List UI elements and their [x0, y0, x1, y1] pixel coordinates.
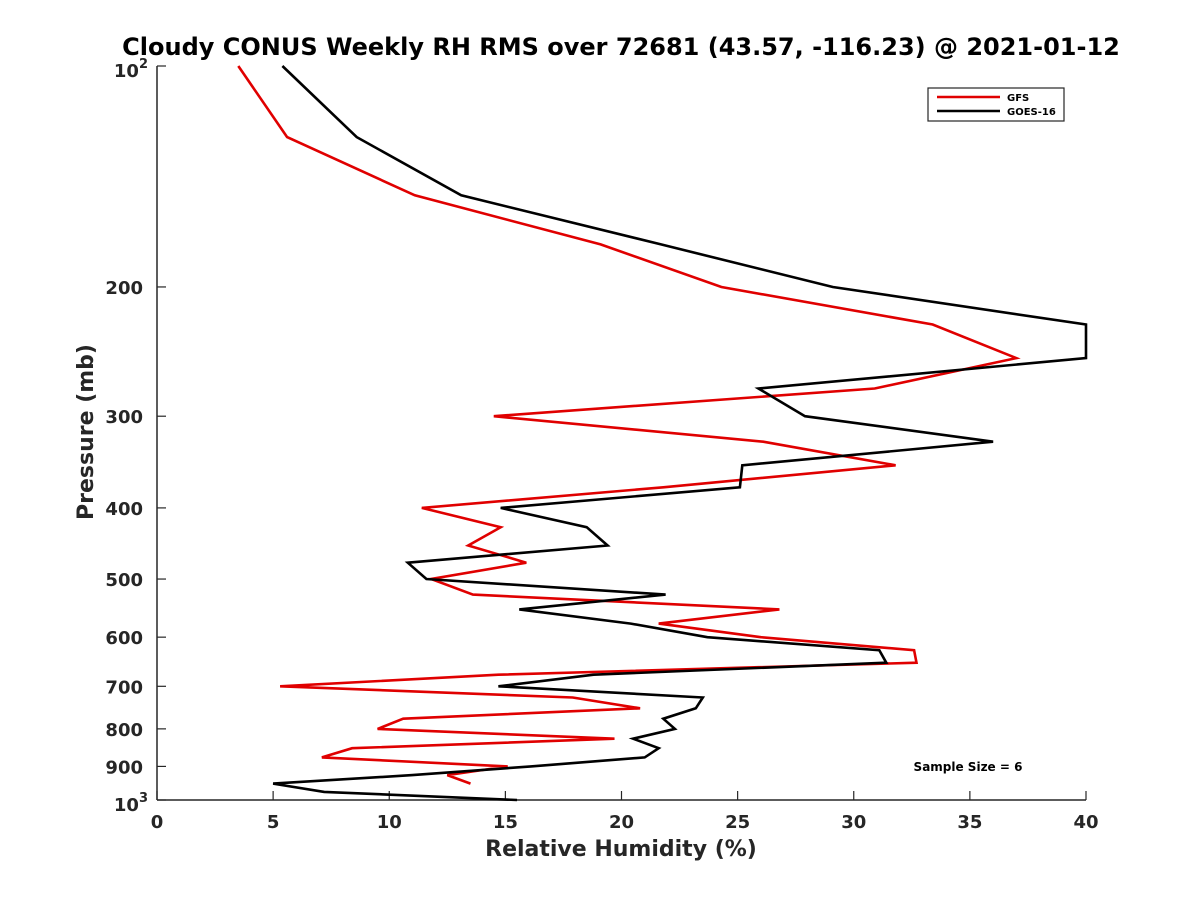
y-tick-label: 103 [114, 791, 148, 816]
x-tick-label: 20 [609, 812, 634, 833]
legend: GFS GOES-16 [927, 87, 1065, 122]
y-tick-label: 800 [105, 720, 143, 741]
legend-label-goes-16: GOES-16 [1007, 107, 1056, 118]
y-tick-label: 300 [105, 407, 143, 428]
legend-box [927, 87, 1065, 122]
series-line-goes-16 [272, 65, 1088, 802]
x-tick-label: 0 [151, 812, 164, 833]
x-tick-label: 5 [267, 812, 280, 833]
series-line-gfs [237, 65, 1021, 785]
x-tick-label: 30 [841, 812, 866, 833]
x-tick-label: 15 [493, 812, 518, 833]
x-tick-label: 35 [957, 812, 982, 833]
y-tick-label: 102 [114, 57, 148, 82]
y-axis-label: Pressure (mb) [74, 344, 99, 520]
x-axis-label: Relative Humidity (%) [485, 837, 757, 862]
y-tick-label: 200 [105, 278, 143, 299]
sample-size-annotation: Sample Size = 6 [914, 760, 1023, 774]
chart-title: Cloudy CONUS Weekly RH RMS over 72681 (4… [122, 33, 1120, 61]
y-tick-label: 600 [105, 628, 143, 649]
y-tick-label: 900 [105, 757, 143, 778]
axes: 0 5 10 15 20 25 30 35 40 102 200 300 400 500 600 700 800… [105, 57, 1098, 833]
legend-label-gfs: GFS [1007, 93, 1029, 104]
y-tick-label: 500 [105, 570, 143, 591]
series-group [237, 65, 1088, 802]
y-tick-label: 400 [105, 499, 143, 520]
x-tick-label: 25 [725, 812, 750, 833]
y-tick-label: 700 [105, 677, 143, 698]
x-tick-label: 40 [1073, 812, 1098, 833]
x-tick-label: 10 [377, 812, 402, 833]
